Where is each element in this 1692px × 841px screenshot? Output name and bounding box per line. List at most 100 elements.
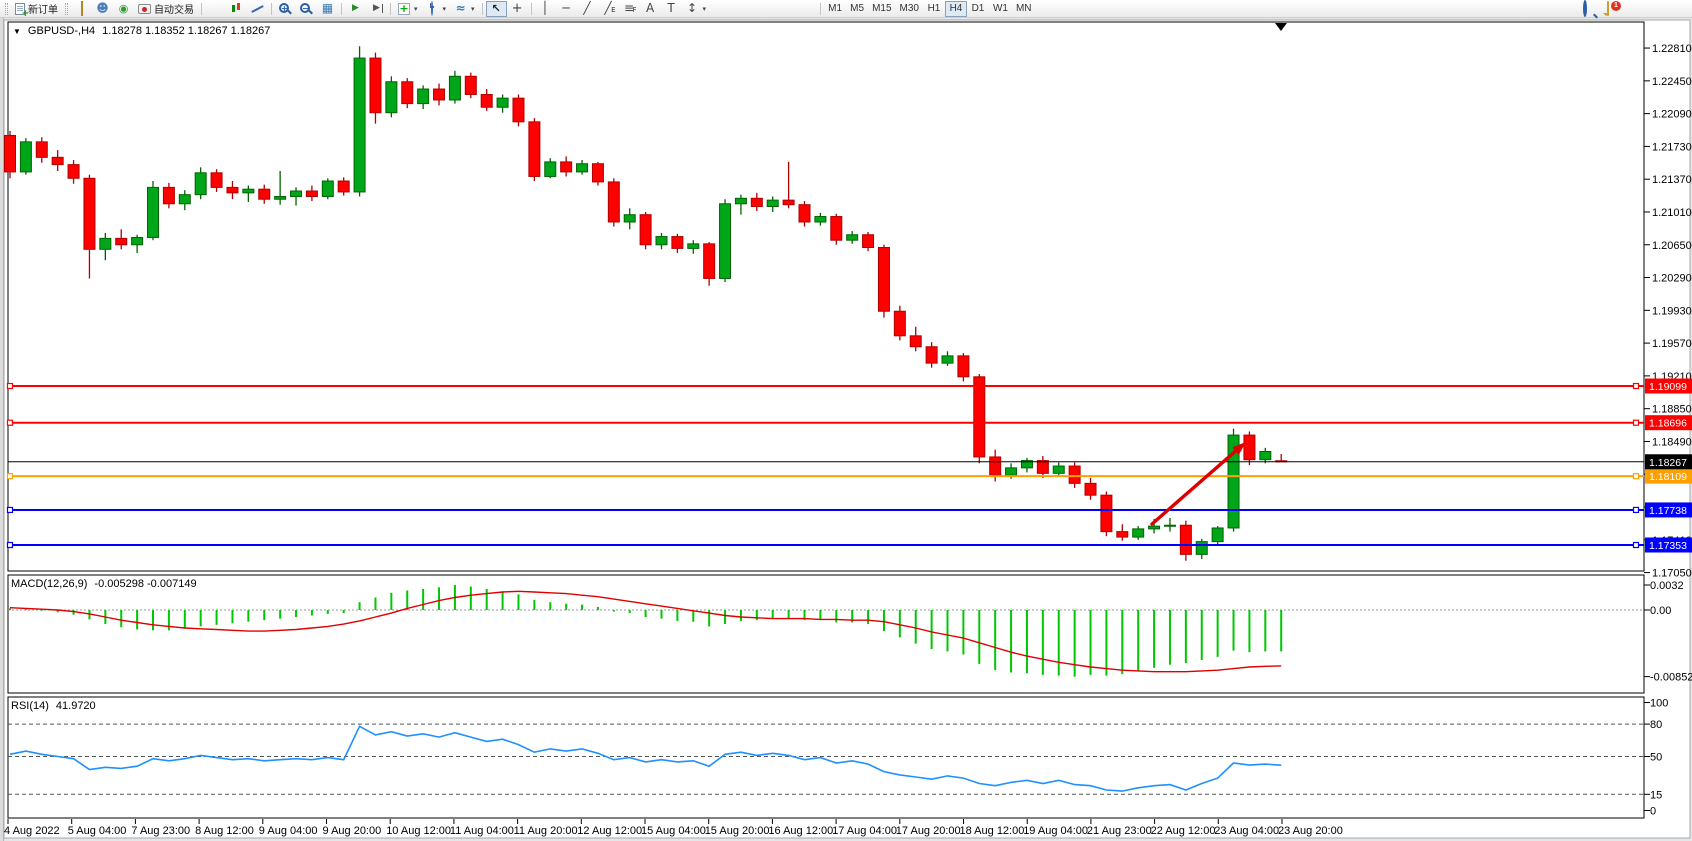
macd-axis-label: 0.0032 [1650,580,1684,592]
candle-body [703,243,716,279]
time-tick-label: 11 Aug 20:00 [514,825,578,837]
candle-body [448,75,461,101]
hline-price-badge [1645,537,1692,553]
hline-handle[interactable] [1632,541,1640,549]
new-order-button[interactable]: 新订单 [11,1,62,19]
candle-body [687,243,700,249]
candle-body [337,180,350,193]
toolbar-drag-handle[interactable] [5,2,8,15]
candle-body [67,164,80,179]
timeframe-M5[interactable]: M5 [846,1,868,17]
price-tick-label: 1.21730 [1652,141,1692,153]
text-tool-button[interactable]: A [640,1,661,17]
text-label-icon: T [667,1,675,15]
hline-handle[interactable] [6,541,14,549]
tile-windows-button[interactable]: ▦ [317,1,338,17]
time-tick-label: 9 Aug 04:00 [259,825,318,837]
cursor-tool-button[interactable]: ↖ [485,0,507,17]
auto-scroll-button[interactable]: ▶ [345,1,366,17]
channel-tool-button[interactable]: ╱ E [598,1,619,17]
chevron-down-icon: ▾ [471,5,475,13]
time-tick-label: 19 Aug 04:00 [1023,825,1088,837]
collapse-icon[interactable]: ▼ [13,26,21,36]
macd-values: -0.005298 -0.007149 [94,578,197,590]
indicators-button[interactable]: + ▾ [394,1,422,17]
candle-body [401,81,414,105]
zoom-in-button[interactable]: + [275,1,296,17]
templates-button[interactable]: ≈ ▾ [450,1,479,17]
toolbar-separator [341,2,342,15]
time-tick-label: 21 Aug 23:00 [1087,825,1152,837]
hline-handle[interactable] [1632,382,1640,390]
timeframe-M30[interactable]: M30 [896,1,923,17]
timeframe-D1[interactable]: D1 [967,1,989,17]
toolbar-separator [530,2,532,15]
rsi-axis-label: 80 [1650,719,1662,731]
chart-shift-button[interactable]: ▶ [366,1,387,17]
hline-handle[interactable] [1632,473,1640,480]
candle-body [941,355,954,364]
arrows-tool-button[interactable]: ↕ ▾ [682,1,711,17]
candle-body [719,203,732,279]
profile-icon: ☻ [96,1,109,15]
macd-indicator-label: MACD(12,26,9) -0.005298 -0.007149 [11,578,197,590]
periods-button[interactable]: ▾ [422,1,451,17]
candle-body [607,181,620,223]
timeframe-MN[interactable]: MN [1012,1,1036,17]
timeframe-W1[interactable]: W1 [989,1,1012,17]
candle-body [464,75,477,96]
crosshair-tool-button[interactable]: + [507,1,528,17]
community-button[interactable]: 1 [1597,0,1621,17]
candle-body [385,81,398,114]
hline-handle[interactable] [6,473,14,480]
candle-body [1148,525,1161,530]
price-tick-label: 1.22810 [1652,43,1692,55]
candle-body [210,172,223,188]
hline-handle[interactable] [6,382,14,390]
toolbar: 新订单 ☻ ◉ 自动交易 + − ▦ ▶ ▶ +▾ ▾ ≈▾ ↖ + │ ─ ╱… [0,0,1692,19]
timeframe-H1[interactable]: H1 [923,1,945,17]
candle-body [226,186,239,194]
hline-price-badge-label: 1.18696 [1649,418,1687,430]
label-tool-button[interactable]: T [661,1,682,17]
timeframe-M15[interactable]: M15 [868,1,895,17]
trendline-tool-button[interactable]: ╱ [577,1,598,17]
candle-body [1116,531,1129,538]
fibonacci-tool-button[interactable]: ≡ F [619,1,640,17]
hline-handle[interactable] [6,506,14,514]
auto-scroll-icon: ▶ [352,3,359,13]
hline-handle[interactable] [1632,419,1640,426]
chevron-down-icon: ▾ [702,5,707,13]
candle-body [1068,465,1081,484]
vertical-line-tool-button[interactable]: │ [535,1,556,17]
chart-shift-marker[interactable] [1275,23,1287,31]
auto-trading-button[interactable]: 自动交易 [134,1,198,17]
candle-body [19,141,32,173]
candle-body [115,237,128,246]
candle-body [1052,465,1065,474]
timeframe-M1[interactable]: M1 [824,1,846,17]
rsi-indicator: 100 80 50 15 0 [8,698,1668,818]
chart-symbol-period: GBPUSD-,H4 [27,25,96,37]
profile-button[interactable]: ☻ [92,1,113,17]
horizontal-line-objects [6,382,1644,549]
price-tick-label: 1.20290 [1652,273,1692,285]
price-tick-label: 1.20650 [1652,240,1692,252]
hline-handle[interactable] [6,419,14,426]
time-tick-label: 4 Aug 2022 [4,825,60,837]
candlestick-chart-button[interactable] [226,1,247,17]
macd-panel [7,574,1645,694]
candle-body [369,57,382,114]
signals-button[interactable]: ◉ [113,1,134,17]
timeframe-H4[interactable]: H4 [944,0,967,17]
candle-body [4,134,16,173]
time-axis: 4 Aug 2022 5 Aug 04:00 7 Aug 23:00 8 Aug 12… [4,819,1343,837]
candle-body [957,355,970,378]
zoom-out-button[interactable]: − [296,1,317,17]
toolbar-drag-handle[interactable] [65,2,68,15]
hline-handle[interactable] [1632,506,1640,514]
candle-body [1211,527,1224,543]
rsi-axis-label: 100 [1650,698,1668,710]
horizontal-line-tool-button[interactable]: ─ [556,1,577,17]
